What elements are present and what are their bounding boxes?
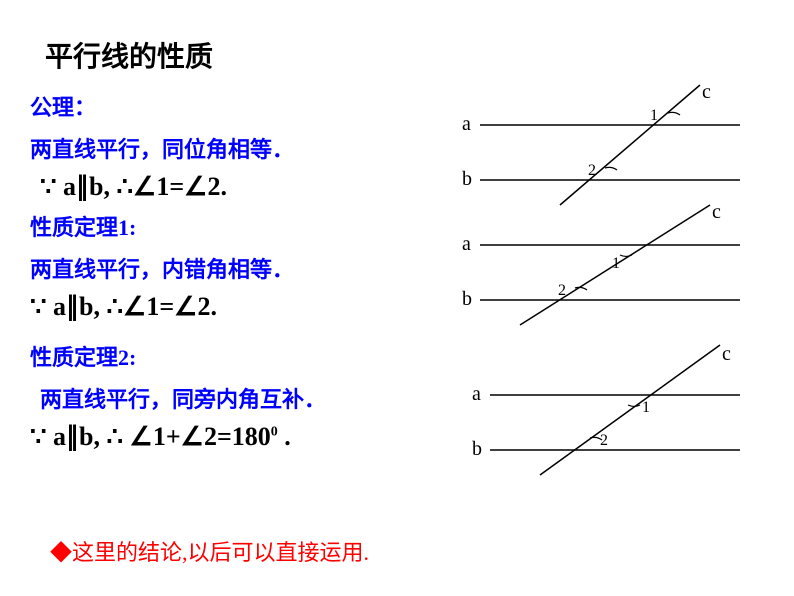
theorem2-math-post: . <box>278 422 291 451</box>
theorem2-math-sup: 0 <box>271 424 278 439</box>
theorem2-math-pre: ∵ a∥b, ∴ ∠1+∠2=180 <box>30 422 271 451</box>
diagram-cointerior-angles: a b c 1 2 <box>440 340 760 480</box>
label-c-2: c <box>712 201 721 223</box>
label-2-3: 2 <box>600 432 608 449</box>
label-c-3: c <box>722 343 731 365</box>
axiom-math: ∵ a∥b, ∴∠1=∠2. <box>40 172 450 202</box>
theorem2-math: ∵ a∥b, ∴ ∠1+∠2=1800 . <box>30 422 450 452</box>
label-1-2: 1 <box>612 255 620 272</box>
label-b-2: b <box>462 288 472 310</box>
theorem2-header: 性质定理2: <box>30 340 450 372</box>
page-title: 平行线的性质 <box>45 35 213 75</box>
footer-note: ◆这里的结论,以后可以直接运用. <box>50 535 369 567</box>
axiom-statement: 两直线平行，同位角相等． <box>30 132 450 164</box>
label-1: 1 <box>650 107 658 124</box>
label-1-3: 1 <box>642 399 650 416</box>
diagram-corresponding-angles: a b c 1 2 <box>440 80 760 210</box>
label-b-3: b <box>472 438 482 460</box>
label-a-2: a <box>462 233 471 255</box>
axiom-header: 公理： <box>30 90 450 122</box>
label-a-3: a <box>472 383 481 405</box>
theorem1-header: 性质定理1: <box>30 210 450 242</box>
content-column: 公理： 两直线平行，同位角相等． ∵ a∥b, ∴∠1=∠2. 性质定理1: 两… <box>30 90 450 460</box>
theorem2-statement: 两直线平行，同旁内角互补． <box>40 382 450 414</box>
label-a: a <box>462 113 471 135</box>
label-2: 2 <box>588 162 596 179</box>
diagram-alternate-angles: a b c 1 2 <box>440 200 760 330</box>
label-c: c <box>702 81 711 103</box>
label-b: b <box>462 168 472 190</box>
theorem1-header-text: 性质定理1: <box>30 215 136 240</box>
label-2-2: 2 <box>558 282 566 299</box>
theorem1-statement: 两直线平行，内错角相等． <box>30 252 450 284</box>
theorem1-math: ∵ a∥b, ∴∠1=∠2. <box>30 292 450 322</box>
